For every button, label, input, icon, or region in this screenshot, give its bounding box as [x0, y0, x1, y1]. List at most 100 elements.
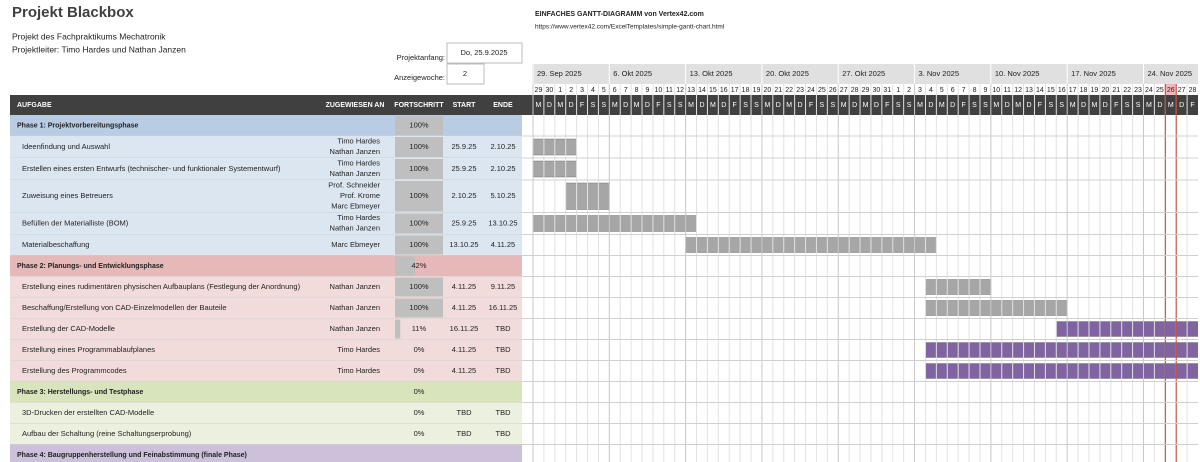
weekday: S	[972, 102, 977, 109]
day-number: 8	[635, 87, 639, 94]
week-label: 27. Okt 2025	[842, 69, 885, 78]
start-value: Do, 25.9.2025	[460, 48, 507, 57]
progress: 0%	[414, 366, 425, 375]
end-date: 2.10.25	[490, 142, 515, 151]
day-number: 20	[763, 87, 771, 94]
task-row	[10, 360, 522, 382]
task-name: Erstellung der CAD-Modelle	[22, 324, 115, 333]
weekday: S	[1125, 102, 1130, 109]
weekday: D	[623, 102, 628, 109]
assignee: Timo Hardes	[337, 366, 380, 375]
progress-bar	[395, 213, 443, 234]
weekday: S	[754, 102, 759, 109]
column-header: FORTSCHRITT	[394, 102, 444, 109]
weekday: F	[885, 102, 889, 109]
weekday: D	[721, 102, 726, 109]
end-date: TBD	[496, 366, 512, 375]
day-number: 23	[796, 87, 804, 94]
day-number: 18	[742, 87, 750, 94]
week-label: 10. Nov 2025	[995, 69, 1040, 78]
task-row	[10, 136, 522, 158]
weekday: D	[1081, 102, 1086, 109]
gantt-bar	[685, 237, 937, 253]
weekday: S	[896, 102, 901, 109]
start-date: TBD	[457, 429, 473, 438]
start-label: Projektanfang:	[397, 53, 445, 62]
assignee: Prof. Schneider	[328, 181, 380, 190]
template-title: EINFACHES GANTT-DIAGRAMM von Vertex42.co…	[535, 11, 704, 18]
progress: 100%	[409, 303, 429, 312]
task-name: Erstellung eines Programmablaufplanes	[22, 345, 155, 354]
weekday: F	[1038, 102, 1042, 109]
week-label: 24. Nov 2025	[1147, 69, 1192, 78]
today-cell	[1165, 84, 1177, 95]
weekday: S	[678, 102, 683, 109]
progress: 0%	[414, 387, 425, 396]
day-number: 3	[580, 87, 584, 94]
day-number: 2	[569, 87, 573, 94]
progress-bar	[395, 235, 443, 255]
day-number: 8	[973, 87, 977, 94]
weekday: S	[602, 102, 607, 109]
day-number: 17	[731, 87, 739, 94]
assignee: Nathan Janzen	[330, 282, 380, 291]
end-date: TBD	[496, 324, 512, 333]
weekday: D	[950, 102, 955, 109]
progress: 42%	[411, 261, 426, 270]
end-date: 5.10.25	[490, 191, 515, 200]
progress-bar	[395, 159, 443, 179]
weekday: M	[863, 102, 869, 109]
day-number: 27	[840, 87, 848, 94]
weekday: M	[764, 102, 770, 109]
end-date: 4.11.25	[491, 240, 515, 249]
start-date: 4.11.25	[452, 303, 476, 312]
week-label: 29. Sep 2025	[537, 69, 582, 78]
day-number: 3	[918, 87, 922, 94]
day-number: 21	[1112, 87, 1120, 94]
weekday: F	[961, 102, 965, 109]
weekday: D	[776, 102, 781, 109]
gantt-area	[533, 138, 1198, 379]
task-name: Ideenfindung und Auswahl	[22, 142, 110, 151]
task-name: Materialbeschaffung	[22, 240, 89, 249]
progress-bar	[395, 256, 416, 276]
weekday: M	[536, 102, 542, 109]
day-number: 26	[1167, 87, 1175, 94]
day-number: 25	[818, 87, 826, 94]
weekday: D	[547, 102, 552, 109]
assignee: Nathan Janzen	[330, 224, 380, 233]
day-number: 21	[774, 87, 782, 94]
assignee: Timo Hardes	[337, 213, 380, 222]
project-lead: Projektleiter: Timo Hardes und Nathan Ja…	[12, 44, 186, 54]
template-url: https://www.vertex42.com/ExcelTemplates/…	[535, 24, 725, 31]
progress-bar	[395, 116, 443, 135]
phase-name: Phase 1: Projektvorbereitungsphase	[17, 122, 138, 129]
task-name: Zuweisung eines Betreuers	[22, 191, 113, 200]
weekday: S	[1136, 102, 1141, 109]
end-date: 13.10.25	[488, 218, 517, 227]
day-number: 26	[829, 87, 837, 94]
day-number: 22	[1123, 87, 1131, 94]
day-number: 2	[907, 87, 911, 94]
day-number: 1	[896, 87, 900, 94]
assignee: Timo Hardes	[337, 159, 380, 168]
weekday: S	[667, 102, 672, 109]
day-number: 11	[1004, 87, 1011, 94]
start-date: 13.10.25	[449, 240, 478, 249]
day-number: 6	[951, 87, 955, 94]
progress-bar	[395, 277, 443, 297]
day-number: 10	[992, 87, 1000, 94]
progress: 100%	[409, 120, 429, 129]
day-number: 15	[1047, 87, 1055, 94]
gantt-bar	[925, 363, 1198, 379]
start-date: 4.11.25	[452, 282, 476, 291]
day-number: 12	[676, 87, 684, 94]
week-label: 17. Nov 2025	[1071, 69, 1116, 78]
weekday: F	[1114, 102, 1118, 109]
day-number: 24	[807, 87, 815, 94]
weekday: M	[710, 102, 716, 109]
weekday: D	[1026, 102, 1031, 109]
day-number: 17	[1069, 87, 1077, 94]
column-header: AUFGABE	[17, 102, 52, 109]
